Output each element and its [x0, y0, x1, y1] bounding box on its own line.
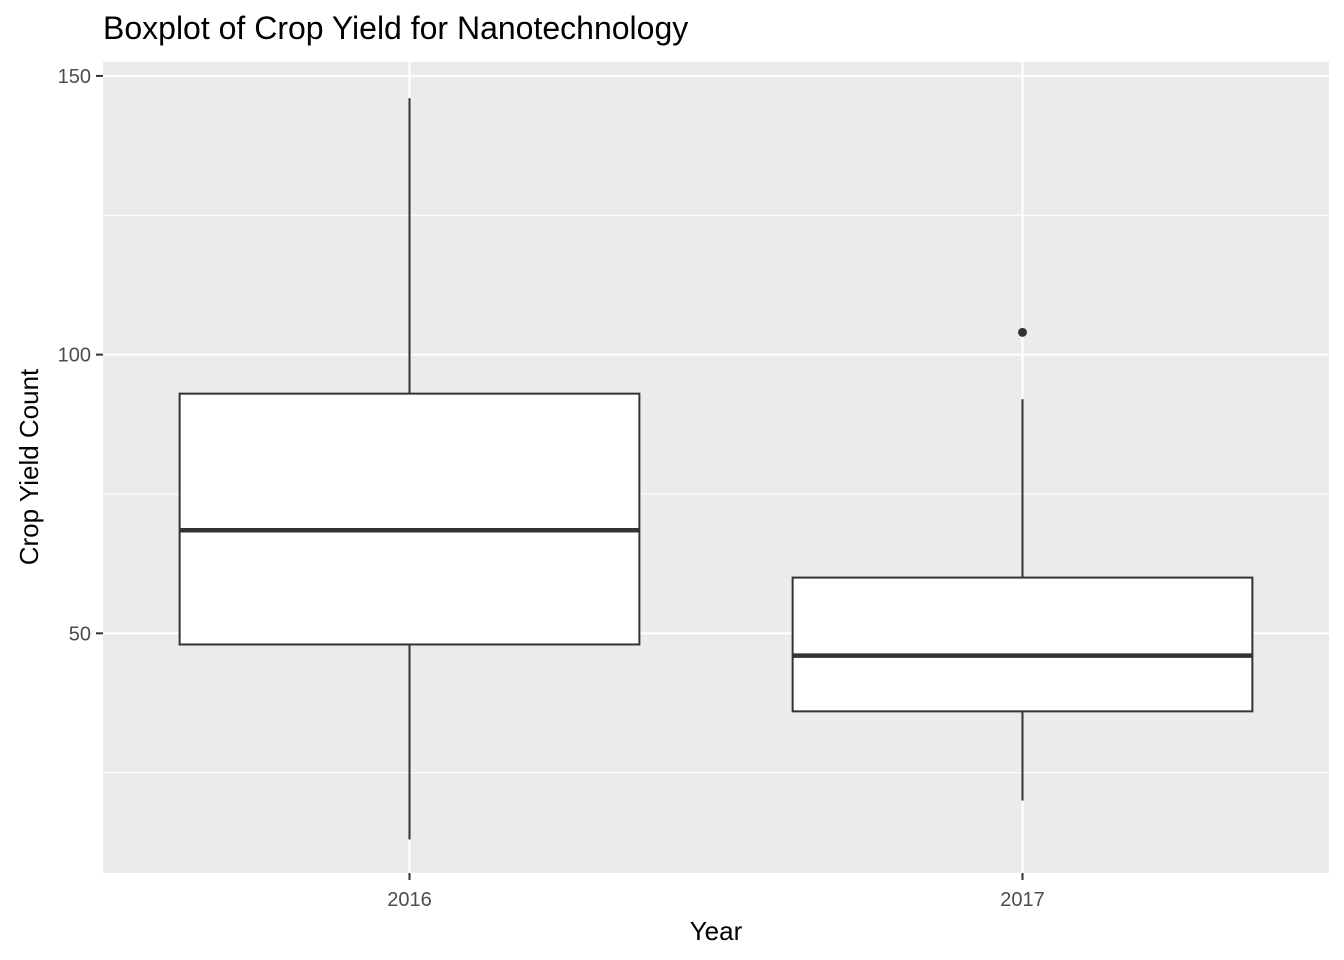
y-tick-label: 100 [58, 345, 91, 367]
y-axis: 50 100 150 [58, 66, 103, 645]
box-2016 [178, 98, 641, 840]
x-tick-label: 2017 [1000, 889, 1045, 911]
x-tick-label: 2016 [387, 889, 432, 911]
x-axis: 2016 2017 [387, 873, 1045, 911]
y-tick-label: 50 [69, 623, 91, 645]
box-body [178, 392, 641, 646]
outlier-point [1018, 327, 1027, 337]
chart-title: Boxplot of Crop Yield for Nanotechnology [103, 10, 689, 46]
box-body [791, 576, 1254, 713]
x-axis-title: Year [690, 916, 743, 946]
box-2017 [791, 327, 1254, 801]
y-axis-title: Crop Yield Count [14, 368, 44, 565]
y-tick-label: 150 [58, 66, 91, 88]
boxes [178, 98, 1254, 840]
